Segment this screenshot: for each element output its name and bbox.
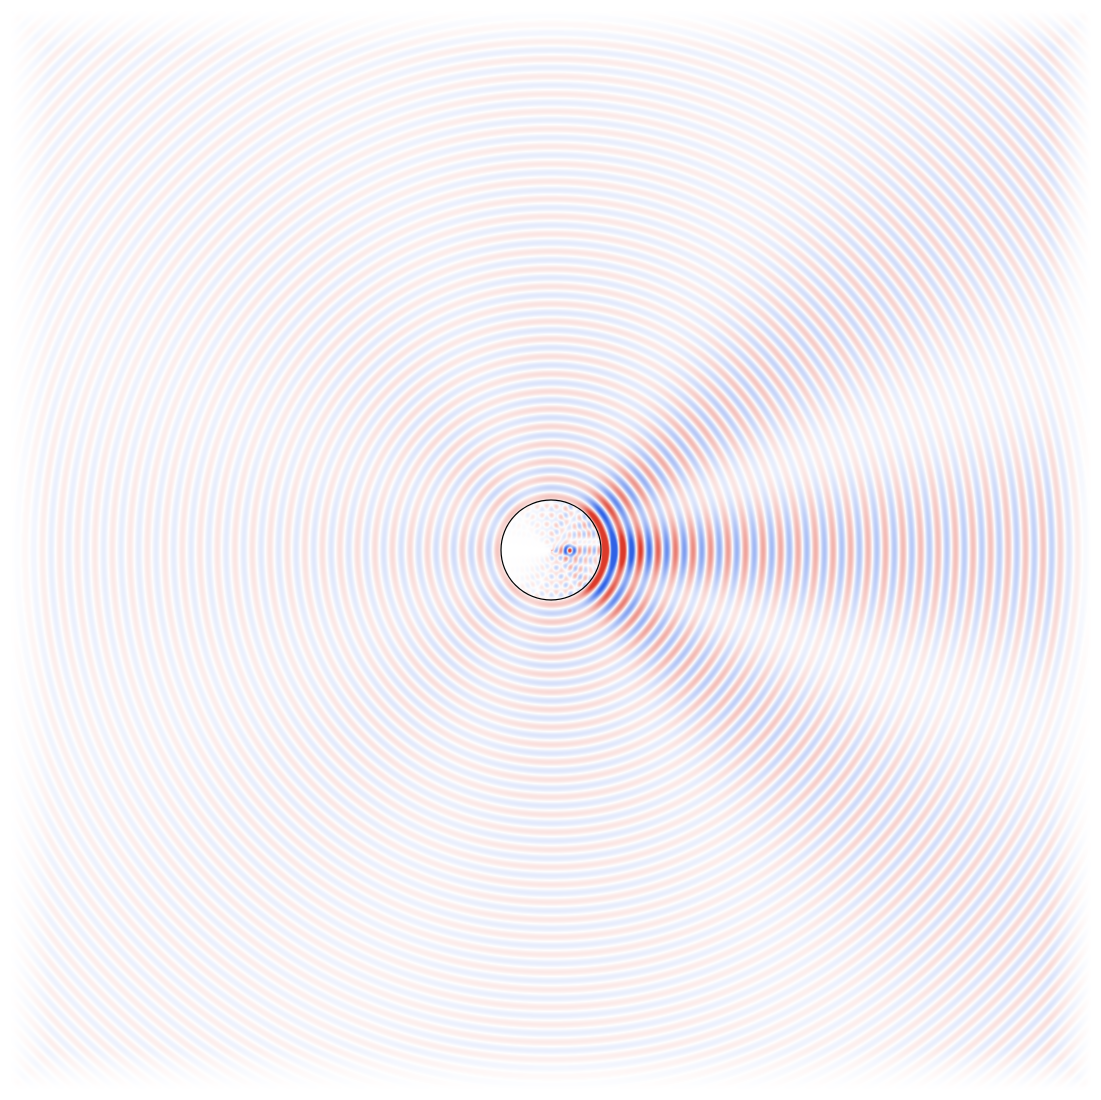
scattered-wave-field: [0, 0, 1101, 1100]
wave-field-figure: [0, 0, 1101, 1100]
